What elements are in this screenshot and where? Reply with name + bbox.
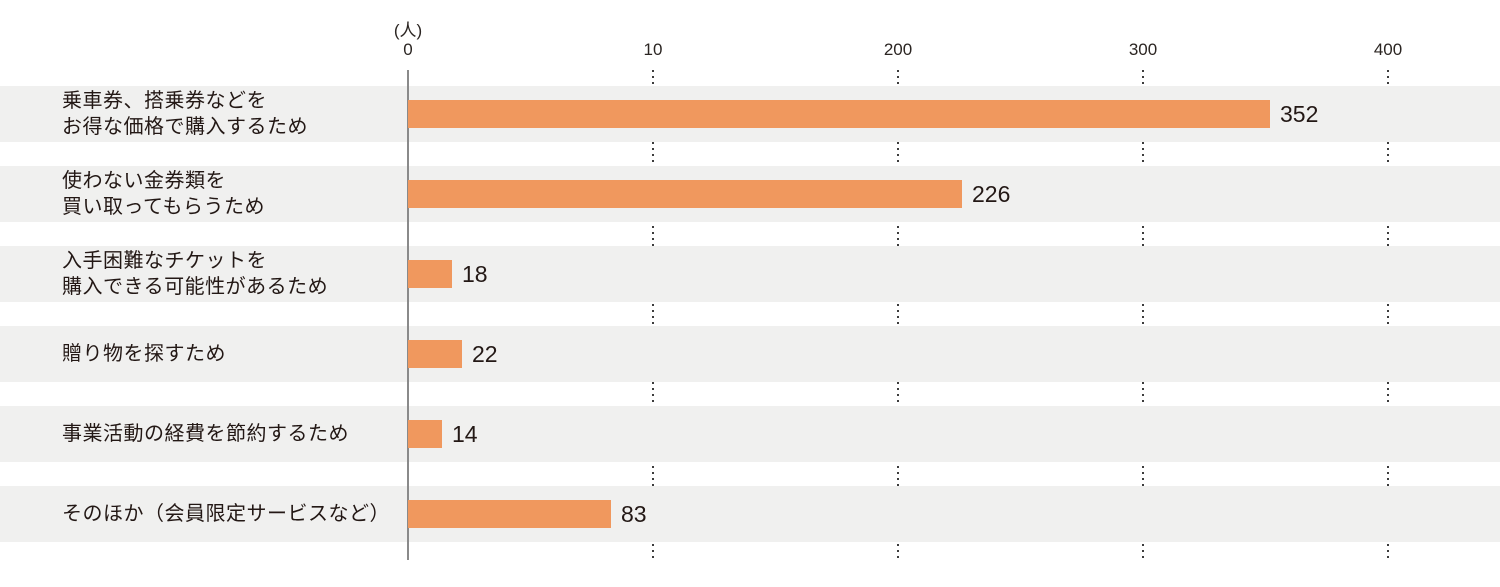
category-label: そのほか（会員限定サービスなど） [62,503,390,525]
bar [408,500,611,528]
bar [408,420,442,448]
bar [408,260,452,288]
category-label: 乗車券、搭乗券などを お得な価格で購入するため [62,90,308,138]
value-label: 83 [621,500,647,527]
row-band [0,326,1500,382]
dotted-gridline [652,70,654,560]
y-axis-line [407,70,409,560]
x-tick-label: 0 [403,40,413,59]
category-label: 贈り物を探すため [62,343,226,365]
value-label: 352 [1280,100,1319,127]
value-label: 22 [472,340,498,367]
x-tick-label: 300 [1128,40,1158,59]
bar [408,100,1270,128]
category-label: 使わない金券類を 買い取ってもらうため [62,170,265,218]
x-tick-label: 400 [1373,40,1403,59]
row-band [0,406,1500,462]
value-label: 14 [452,420,478,447]
bar [408,340,462,368]
x-tick-label: 200 [883,40,913,59]
row-band [0,486,1500,542]
dotted-gridline [1387,70,1389,560]
category-label: 事業活動の経費を節約するため [62,423,349,445]
bar [408,180,962,208]
value-label: 18 [462,260,488,287]
x-tick-label: 10 [643,40,663,59]
dotted-gridline [1142,70,1144,560]
value-label: 226 [972,180,1011,207]
category-label: 入手困難なチケットを 購入できる可能性があるため [62,250,329,298]
axis-unit-label: (人) [393,21,423,40]
row-band [0,246,1500,302]
dotted-gridline [897,70,899,560]
